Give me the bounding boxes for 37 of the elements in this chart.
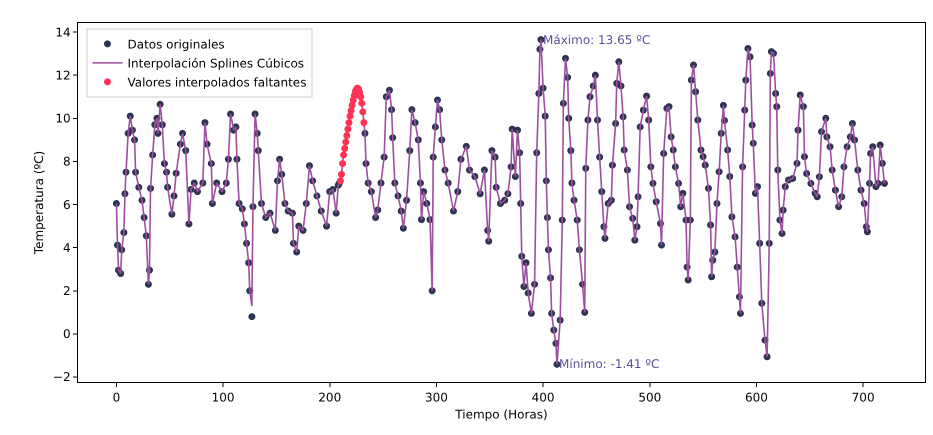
x-tick-label: 300 bbox=[424, 390, 448, 404]
x-tick-label: 700 bbox=[852, 390, 875, 404]
y-tick-label: 2 bbox=[62, 284, 71, 298]
y-tick-label: 14 bbox=[55, 25, 71, 40]
annotation: Máximo: 13.65 ºC bbox=[543, 33, 650, 47]
point bbox=[338, 170, 345, 178]
x-tick-label: 400 bbox=[532, 390, 555, 404]
point bbox=[360, 119, 368, 126]
x-tick-label: 600 bbox=[744, 390, 768, 404]
y-tick-label: 6 bbox=[62, 198, 71, 212]
point bbox=[357, 93, 364, 100]
y-axis-title: Temperatura (ºC) bbox=[32, 150, 46, 256]
y-tick-label: 12 bbox=[55, 68, 71, 82]
point bbox=[336, 177, 344, 184]
annotation: Mínimo: -1.41 ºC bbox=[559, 357, 660, 371]
legend-label: Datos originales bbox=[127, 38, 225, 52]
point bbox=[345, 119, 352, 126]
x-axis-title: Tiempo (Horas) bbox=[454, 407, 548, 422]
point bbox=[344, 126, 352, 133]
x-tick-label: 200 bbox=[318, 390, 342, 404]
point bbox=[343, 132, 350, 140]
point bbox=[339, 160, 346, 168]
y-tick-label: 4 bbox=[62, 240, 71, 255]
x-tick-label: 100 bbox=[212, 390, 235, 404]
point bbox=[340, 151, 348, 158]
x-tick-label: 0 bbox=[112, 390, 120, 404]
point bbox=[342, 138, 350, 146]
point bbox=[359, 108, 366, 116]
y-tick-label: 8 bbox=[62, 154, 71, 169]
point bbox=[358, 100, 366, 107]
legend-label: Valores interpolados faltantes bbox=[127, 76, 306, 90]
y-tick-label: 0 bbox=[62, 327, 71, 342]
y-tick-label: −2 bbox=[52, 370, 71, 384]
y-tick-label: 10 bbox=[55, 112, 71, 126]
point bbox=[341, 144, 348, 152]
legend-label: Interpolación Splines Cúbicos bbox=[127, 56, 304, 71]
x-tick-label: 500 bbox=[638, 390, 662, 404]
